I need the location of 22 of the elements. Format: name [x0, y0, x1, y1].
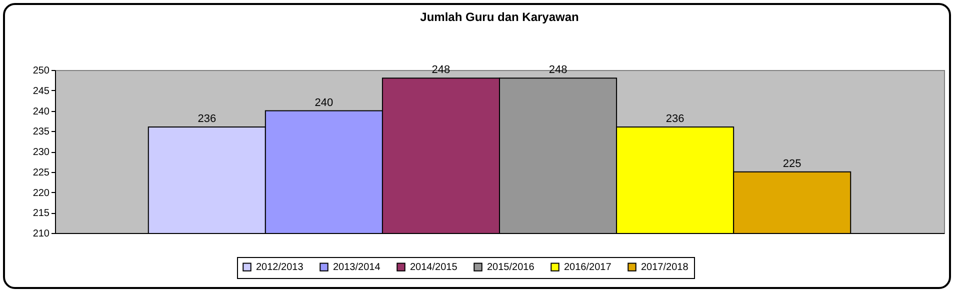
y-tick-label: 225 — [32, 167, 50, 178]
data-label: 236 — [666, 113, 684, 126]
y-tick-label: 220 — [32, 188, 50, 199]
data-label: 240 — [314, 96, 334, 109]
y-tick-label: 210 — [32, 228, 50, 240]
data-label: 248 — [548, 64, 568, 76]
y-tick-label: 240 — [32, 106, 50, 118]
y-tick-label: 250 — [32, 66, 50, 76]
legend-label: 2016/2017 — [564, 262, 612, 274]
y-tick-label: 230 — [32, 147, 50, 158]
legend-label: 2012/2013 — [256, 262, 304, 274]
data-label: 225 — [782, 158, 802, 170]
legend-label: 2014/2015 — [410, 262, 458, 274]
data-label: 236 — [198, 113, 216, 126]
y-tick-label: 245 — [32, 86, 50, 97]
chart-title: Jumlah Guru dan Karyawan — [420, 10, 579, 24]
y-tick-label: 215 — [32, 208, 50, 220]
data-label: 248 — [432, 64, 450, 76]
legend-label: 2013/2014 — [333, 262, 381, 274]
y-tick-label: 235 — [32, 126, 50, 138]
legend-label: 2015/2016 — [487, 262, 535, 274]
legend-label: 2017/2018 — [641, 262, 689, 274]
